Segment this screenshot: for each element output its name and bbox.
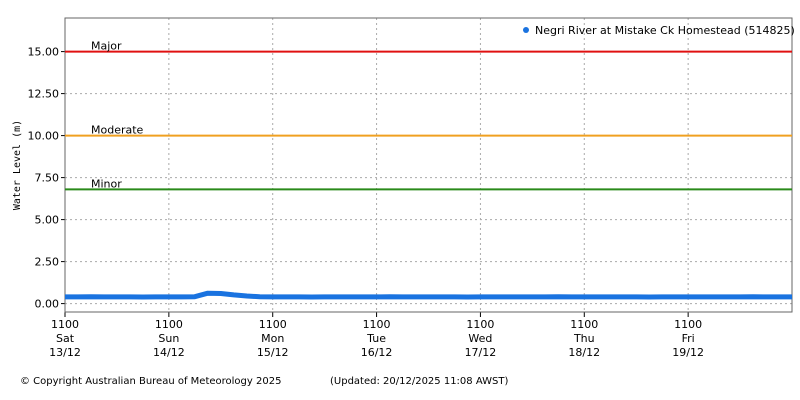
x-tick-label: Fri	[682, 332, 695, 345]
x-tick-label: 16/12	[361, 346, 393, 359]
x-tick-label: Sat	[56, 332, 75, 345]
plot-frame	[64, 17, 793, 313]
updated: (Updated: 20/12/2025 11:08 AWST)	[330, 376, 508, 387]
x-tick-label: Mon	[261, 332, 284, 345]
y-tick-label: 2.50	[35, 256, 60, 269]
legend-label: Negri River at Mistake Ck Homestead (514…	[535, 24, 795, 37]
threshold-label: Minor	[91, 177, 122, 190]
copyright: © Copyright Australian Bureau of Meteoro…	[20, 376, 281, 387]
x-tick-label: 14/12	[153, 346, 185, 359]
x-tick-label: 1100	[570, 318, 598, 331]
x-tick-label: 13/12	[49, 346, 81, 359]
x-tick-label: 1100	[155, 318, 183, 331]
x-tick-label: 1100	[674, 318, 702, 331]
threshold-label: Major	[91, 40, 122, 53]
series-line	[65, 290, 792, 300]
y-tick-label: 15.00	[28, 46, 60, 59]
x-tick-label: 1100	[363, 318, 391, 331]
y-tick-label: 0.00	[35, 298, 60, 311]
y-tick-label: 7.50	[35, 172, 60, 185]
legend-marker	[523, 27, 529, 33]
y-tick-label: 5.00	[35, 214, 60, 227]
y-tick-label: 10.00	[28, 130, 60, 143]
x-tick-label: 18/12	[568, 346, 600, 359]
x-tick-label: Sun	[158, 332, 179, 345]
y-axis-label: Water Level (m)	[12, 120, 23, 210]
x-tick-label: 17/12	[465, 346, 497, 359]
y-tick-label: 12.50	[28, 88, 60, 101]
x-tick-label: 15/12	[257, 346, 289, 359]
x-tick-label: Thu	[573, 332, 595, 345]
x-tick-label: 1100	[51, 318, 79, 331]
x-tick-label: Tue	[366, 332, 386, 345]
x-tick-label: Wed	[468, 332, 492, 345]
x-tick-label: 1100	[259, 318, 287, 331]
x-tick-label: 19/12	[672, 346, 704, 359]
threshold-label: Moderate	[91, 124, 144, 137]
x-tick-label: 1100	[466, 318, 494, 331]
